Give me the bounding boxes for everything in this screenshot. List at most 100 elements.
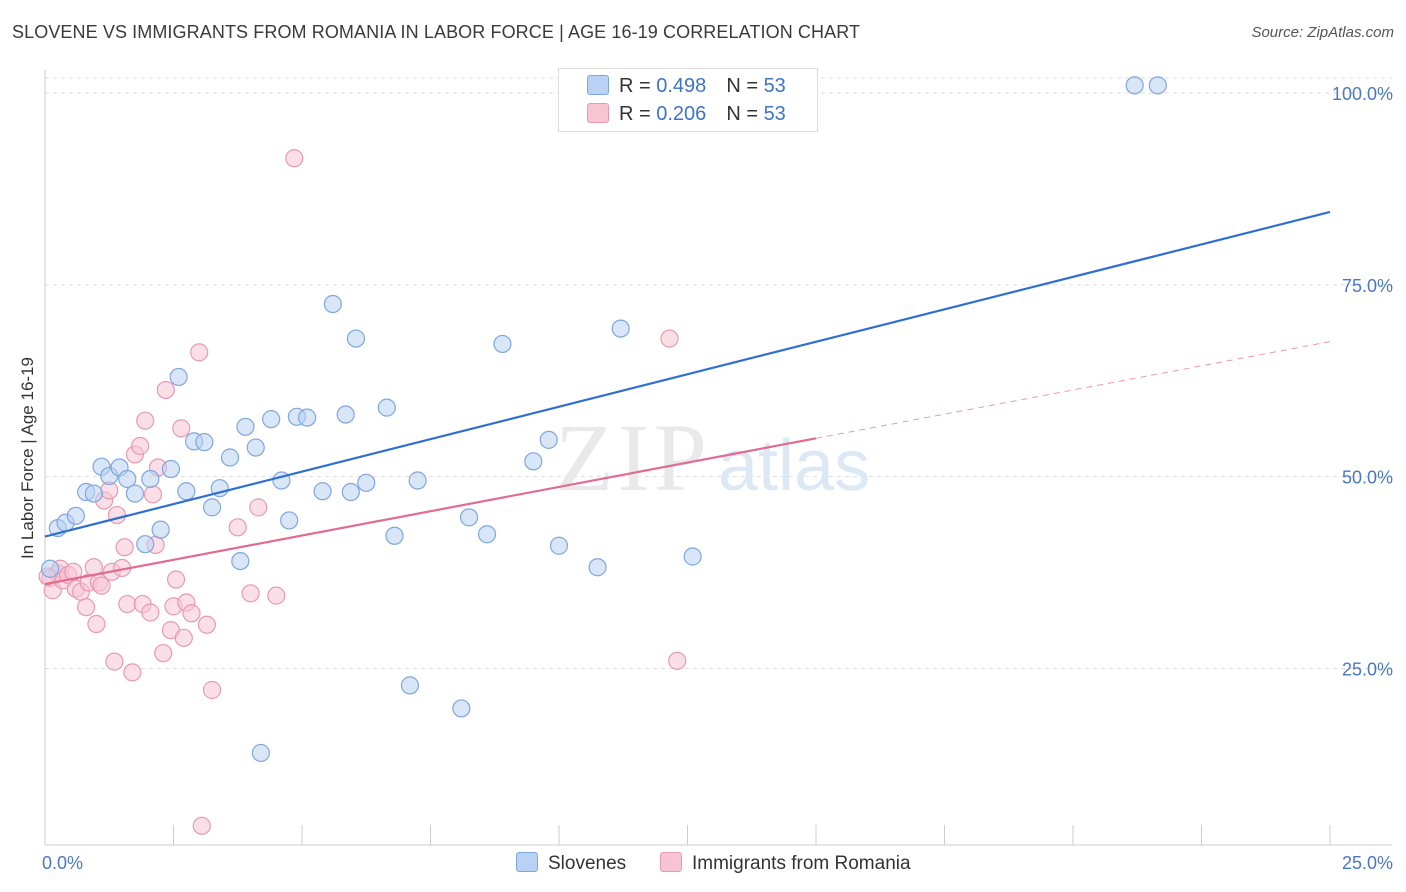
point-slovenes: [377, 398, 396, 417]
watermark-zip: ZIP: [555, 404, 711, 511]
point-slovenes: [84, 484, 103, 503]
point-slovenes: [477, 525, 497, 544]
point-romania: [174, 628, 193, 647]
chart-title: SLOVENE VS IMMIGRANTS FROM ROMANIA IN LA…: [12, 22, 861, 42]
bottom-legend-label: Immigrants from Romania: [692, 853, 911, 874]
gridlines: [45, 77, 1392, 670]
trend-line-romania-extension: [815, 341, 1331, 439]
legend-r-value: 0.206: [656, 103, 707, 125]
point-slovenes: [169, 367, 188, 387]
watermark: ZIP atlas: [555, 404, 870, 511]
tick-labels: 25.0% 50.0% 75.0% 100.0% 0.0% 25.0%: [42, 84, 1393, 873]
point-slovenes: [323, 294, 342, 314]
legend-row-romania: R = 0.206 N = 53: [587, 103, 786, 127]
point-slovenes: [66, 506, 85, 525]
point-romania: [77, 598, 96, 617]
point-slovenes: [549, 536, 569, 555]
point-romania: [668, 651, 687, 670]
point-slovenes: [385, 526, 404, 545]
legend-n-label: N =: [726, 75, 764, 97]
point-romania: [154, 644, 173, 663]
legend-n-value: 53: [763, 75, 786, 97]
y-tick-label: 25.0%: [1342, 660, 1393, 680]
legend-swatch-romania: [587, 103, 609, 123]
point-romania: [87, 614, 106, 634]
point-slovenes: [539, 430, 558, 449]
point-slovenes: [220, 448, 240, 467]
point-romania: [285, 149, 304, 168]
point-romania: [118, 594, 137, 614]
point-slovenes: [400, 676, 420, 695]
point-romania: [123, 663, 142, 682]
point-romania: [228, 518, 247, 537]
point-slovenes: [408, 471, 427, 490]
point-romania: [197, 615, 217, 634]
y-tick-label: 50.0%: [1342, 468, 1393, 488]
legend-r-label: R =: [619, 103, 657, 125]
point-romania: [136, 411, 155, 430]
point-slovenes: [493, 334, 512, 354]
point-slovenes: [298, 408, 317, 427]
bottom-legend-label: Slovenes: [548, 853, 627, 874]
point-slovenes: [611, 319, 630, 338]
legend-row-slovenes: R = 0.498 N = 53: [587, 75, 786, 99]
point-romania: [182, 604, 201, 623]
x-tick-label: 0.0%: [42, 853, 83, 873]
legend: R = 0.498 N = 53 R = 0.206 N = 53: [558, 68, 818, 132]
point-slovenes: [524, 452, 543, 471]
point-slovenes: [341, 482, 360, 502]
trend-line-slovenes: [44, 210, 1331, 538]
point-romania: [172, 419, 191, 438]
point-romania: [166, 570, 186, 589]
point-slovenes: [588, 558, 607, 577]
point-slovenes: [41, 559, 60, 578]
point-slovenes: [313, 482, 332, 501]
point-slovenes: [459, 508, 479, 527]
point-romania: [660, 329, 679, 348]
point-slovenes: [125, 484, 145, 503]
point-romania: [190, 343, 209, 362]
point-slovenes: [246, 438, 265, 457]
bottom-legend-romania: Immigrants from Romania: [660, 852, 911, 875]
point-slovenes: [336, 405, 355, 424]
legend-swatch-slovenes: [587, 75, 609, 95]
point-romania: [241, 584, 260, 603]
x-tick-label: 25.0%: [1342, 853, 1393, 873]
point-romania: [202, 680, 222, 700]
y-axis-label: In Labor Force | Age 16-19: [18, 357, 37, 559]
point-slovenes: [177, 482, 196, 501]
point-slovenes: [231, 551, 250, 571]
point-slovenes: [202, 498, 222, 517]
point-slovenes: [280, 511, 299, 530]
watermark-atlas: atlas: [718, 426, 870, 506]
point-romania: [141, 603, 160, 622]
point-slovenes: [136, 535, 155, 554]
y-tick-label: 100.0%: [1332, 84, 1393, 104]
point-slovenes: [151, 520, 170, 539]
y-tick-label: 75.0%: [1342, 276, 1393, 296]
point-slovenes: [1125, 76, 1144, 95]
trend-line-romania: [44, 437, 817, 586]
point-romania: [92, 576, 111, 595]
point-romania: [105, 652, 124, 671]
point-slovenes: [357, 473, 376, 492]
legend-n-value: 53: [763, 103, 786, 125]
point-slovenes: [346, 329, 366, 348]
trend-lines: [44, 210, 1331, 586]
point-romania: [143, 485, 163, 504]
point-romania: [107, 505, 127, 525]
bottom-legend-slovenes: Slovenes: [516, 852, 626, 875]
bottom-legend-swatch-slovenes: [516, 852, 538, 872]
point-slovenes: [161, 459, 181, 479]
legend-n-label: N =: [726, 103, 764, 125]
point-romania: [156, 380, 175, 400]
point-romania: [267, 586, 286, 605]
point-slovenes: [141, 469, 160, 489]
point-romania: [249, 498, 268, 517]
point-slovenes: [236, 417, 255, 436]
point-slovenes: [251, 743, 270, 763]
axes: [44, 70, 1392, 846]
legend-r-value: 0.498: [656, 75, 707, 97]
source-label: Source: ZipAtlas.com: [1251, 24, 1394, 41]
